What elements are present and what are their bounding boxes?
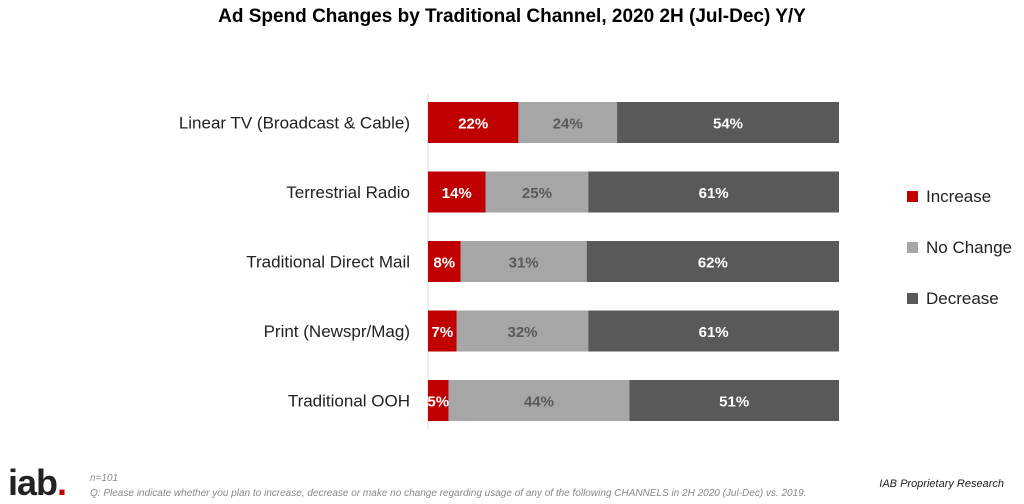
bar-segment-decrease xyxy=(629,380,839,421)
stacked-bar-chart: Linear TV (Broadcast & Cable) 22% 24% 54% Te… xyxy=(179,94,1012,429)
data-label: 14% xyxy=(442,185,472,202)
data-label: 32% xyxy=(508,324,538,341)
bar-segment-decrease xyxy=(617,102,839,143)
chart-title: Ad Spend Changes by Traditional Channel,… xyxy=(218,6,806,27)
bar-segment-increase xyxy=(428,171,486,213)
data-label: 31% xyxy=(509,255,539,272)
logo-text: iab xyxy=(8,462,58,503)
bar-segment-increase xyxy=(428,380,449,421)
data-label: 51% xyxy=(719,394,749,411)
category-label: Traditional OOH xyxy=(288,392,410,411)
bar-segment-decrease xyxy=(588,310,839,352)
data-label: 25% xyxy=(522,185,552,202)
bar-segment-decrease xyxy=(586,241,839,282)
bar-segment-no-change xyxy=(456,310,589,352)
legend-swatch xyxy=(907,242,918,253)
data-label: 24% xyxy=(553,116,583,133)
source-note: IAB Proprietary Research xyxy=(879,478,1004,490)
bar-segment-increase xyxy=(428,241,461,282)
legend-label: Increase xyxy=(926,187,991,206)
category-label: Terrestrial Radio xyxy=(286,183,410,202)
survey-question-note: Q: Please indicate whether you plan to i… xyxy=(90,488,807,499)
legend-label: No Change xyxy=(926,238,1012,257)
category-label: Linear TV (Broadcast & Cable) xyxy=(179,114,410,133)
data-label: 8% xyxy=(433,255,455,272)
data-label: 44% xyxy=(524,394,554,411)
sample-size-note: n=101 xyxy=(90,473,119,484)
iab-logo: iab. xyxy=(8,462,67,504)
bar-segment-decrease xyxy=(588,171,839,213)
data-label: 62% xyxy=(698,255,728,272)
bar-segment-increase xyxy=(428,102,519,143)
data-label: 7% xyxy=(432,324,454,341)
legend-swatch xyxy=(907,191,918,202)
category-label: Print (Newspr/Mag) xyxy=(264,322,410,341)
bar-segment-no-change xyxy=(448,380,630,421)
data-label: 5% xyxy=(427,394,449,411)
data-label: 22% xyxy=(458,116,488,133)
data-label: 61% xyxy=(699,324,729,341)
bar-segment-no-change xyxy=(485,171,589,213)
logo-dot: . xyxy=(57,462,67,503)
bar-segment-increase xyxy=(428,310,457,352)
data-label: 54% xyxy=(713,116,743,133)
category-label: Traditional Direct Mail xyxy=(246,253,410,272)
bar-segment-no-change xyxy=(518,102,618,143)
legend-swatch xyxy=(907,293,918,304)
bar-segment-no-change xyxy=(460,241,587,282)
data-label: 61% xyxy=(699,185,729,202)
legend-label: Decrease xyxy=(926,289,999,308)
